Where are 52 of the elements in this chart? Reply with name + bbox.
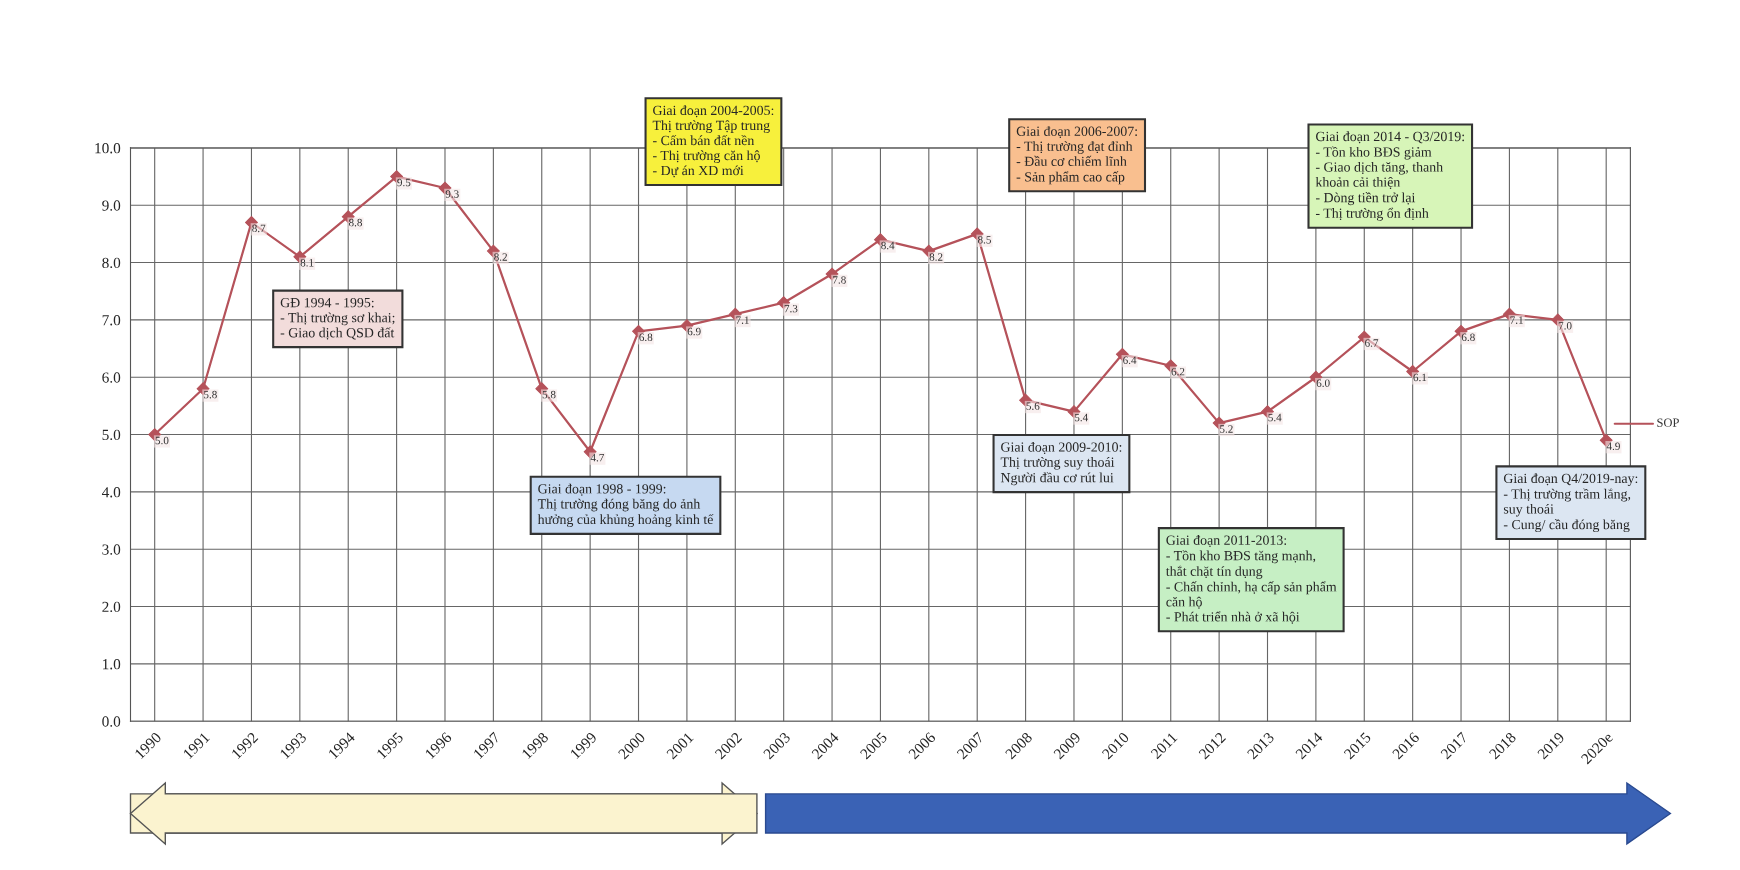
data-label: 8.2	[929, 253, 943, 261]
data-label: 9.5	[397, 178, 411, 187]
annotation: Giai đoạn 2014 - Q3/2019: - Tồn kho BĐS giảm - Giao dịch tăng, thanh khoản cải thiện - Dòng tiền trở lại - Thị trường ổn định	[1315, 131, 1464, 221]
annotation: Giai đoạn 2004-2005: Thị trường Tập trung - Cấm bán đất nền - Thị trường căn hộ - Dự án XD mới	[652, 105, 774, 178]
y-tick-label: 8.0	[102, 257, 121, 269]
data-label: 5.4	[1268, 413, 1282, 422]
text: SOP	[1657, 418, 1679, 427]
data-label: 5.6	[1026, 402, 1040, 410]
data-label: 6.9	[687, 327, 701, 336]
annotation: Giai đoạn Q4/2019-nay: - Thị trường trầm lắng, suy thoái - Cung/ cầu đóng băng	[1503, 473, 1638, 533]
annotation: Giai đoạn 2006-2007: - Thị trường đạt đỉnh - Đầu cơ chiếm lĩnh - Sản phẩm cao cấp	[1016, 126, 1137, 185]
annotation: GĐ 1994 - 1995: - Thị trường sơ khai; - Giao dịch QSD đất	[280, 297, 395, 340]
data-label: 4.9	[1606, 442, 1620, 451]
data-label: 8.2	[494, 253, 507, 261]
y-tick-label: 4.0	[101, 487, 121, 498]
data-label: 6.1	[1413, 373, 1427, 382]
data-label: 5.2	[1220, 425, 1233, 433]
data-label: 7.8	[833, 276, 846, 284]
data-label: 6.8	[1461, 333, 1475, 342]
data-label: 6.8	[639, 333, 653, 342]
data-label: 7.1	[1510, 316, 1523, 324]
data-label: 6.4	[1123, 356, 1137, 365]
y-tick-label: 2.0	[102, 601, 121, 613]
data-label: 5.8	[542, 390, 556, 399]
data-label: 5.0	[155, 436, 169, 445]
annotation: Giai đoạn 2009-2010: Thị trường suy thoái Người đầu cơ rút lui	[1000, 441, 1122, 486]
y-tick-label: 7.0	[102, 315, 121, 326]
annotation: Giai đoạn 1998 - 1999: Thị trường đóng băng do ảnh hưởng của khủng hoảng kinh tế	[537, 483, 714, 527]
x-tick-label: 2011	[1150, 731, 1178, 760]
y-tick-label: 6.0	[102, 372, 121, 383]
data-label: 8.7	[252, 224, 266, 233]
y-tick-label: 10.0	[95, 143, 121, 154]
data-label: 5.8	[204, 390, 217, 399]
data-label: 7.0	[1558, 322, 1572, 330]
y-tick-label: 5.0	[102, 429, 121, 441]
data-label: 6.7	[1365, 339, 1379, 347]
data-label: 7.1	[736, 316, 749, 324]
data-label: 9.3	[445, 190, 459, 198]
data-label: 8.5	[977, 236, 991, 244]
data-label: 4.7	[590, 454, 605, 462]
y-tick-label: 0.0	[102, 716, 121, 727]
data-label: 7.3	[784, 304, 798, 313]
annotation: Giai đoạn 2011-2013: - Tồn kho BĐS tăng mạnh, thắt chặt tín dụng - Chấn chỉnh, hạ cấp sản phẩm căn hộ - Phát triển nhà ở xã hội	[1165, 535, 1337, 624]
data-label: 6.0	[1316, 379, 1330, 387]
data-label: 6.2	[1171, 367, 1185, 376]
data-label: 8.1	[300, 259, 314, 267]
data-label: 8.4	[881, 241, 895, 250]
y-tick-label: 1.0	[103, 659, 121, 670]
data-label: 8.8	[348, 218, 362, 227]
data-label: 5.4	[1074, 413, 1088, 422]
y-tick-label: 9.0	[102, 200, 121, 211]
y-tick-label: 3.0	[102, 544, 121, 555]
